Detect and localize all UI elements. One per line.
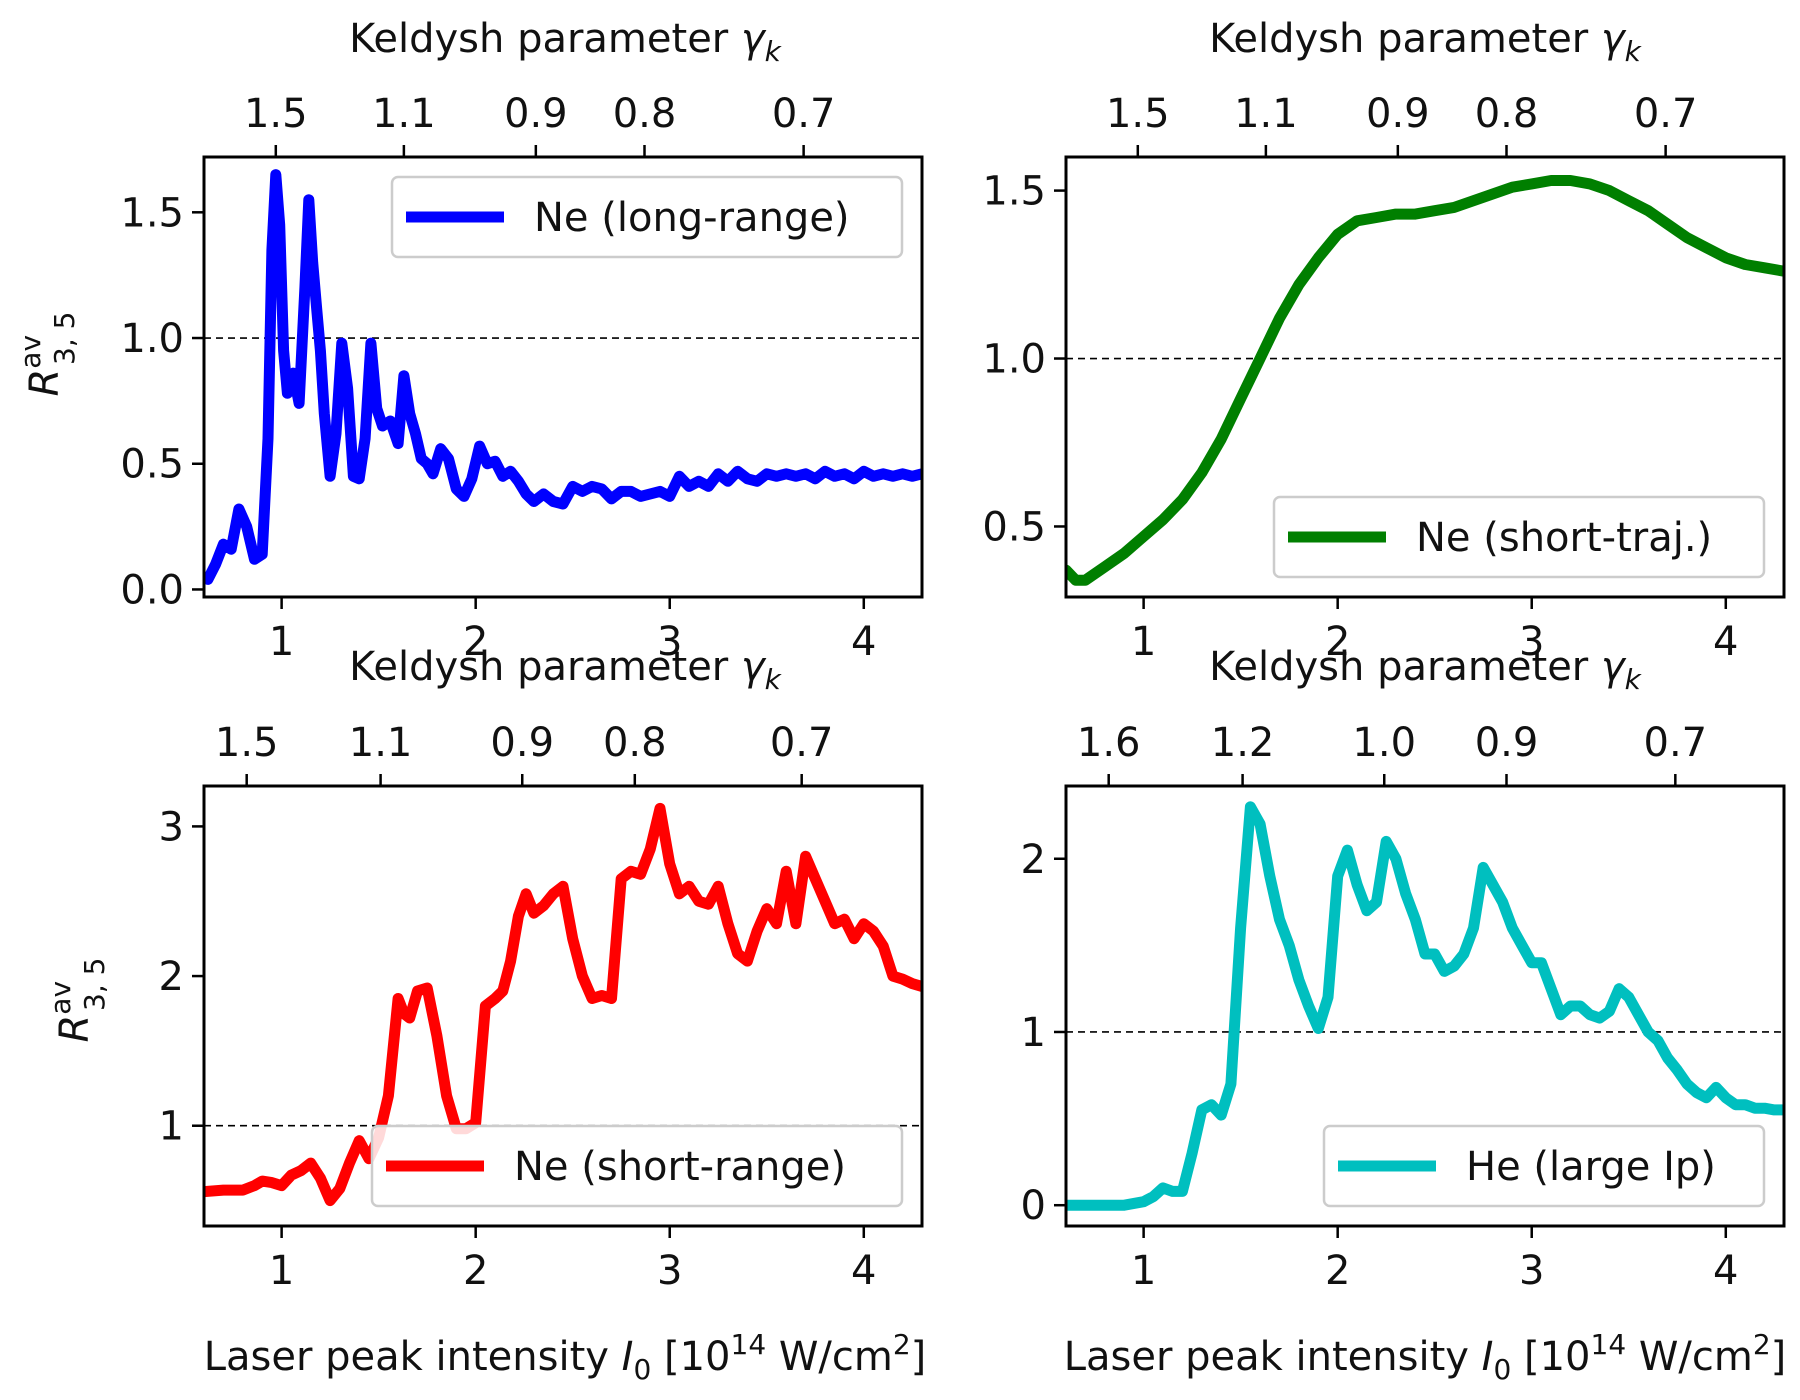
legend-label: Ne (short-range) (514, 1144, 846, 1190)
top-tick-label: 1.1 (1234, 91, 1298, 137)
top-tick-label: 0.8 (1475, 91, 1539, 137)
top-tick-label: 1.1 (349, 720, 413, 766)
x-tick-label: 4 (851, 619, 876, 665)
top-tick-label: 0.9 (1475, 720, 1539, 766)
y-tick-label: 0 (1021, 1183, 1046, 1229)
legend-box (390, 175, 904, 259)
x-tick-label: 3 (1519, 1248, 1544, 1294)
y-tick-label: 1.0 (982, 337, 1046, 383)
legend-label: Ne (short-traj.) (1416, 515, 1712, 561)
y-tick-label: 2 (1021, 837, 1046, 883)
legend-label: He (large Ip) (1466, 1144, 1716, 1190)
axes-frame (1064, 155, 1786, 599)
ylabel-top-left: Rav3, 5 (14, 312, 81, 397)
panels: 1 2 3 4 0.0 0.5 1.0 1.5 1.5 1.1 0.9 0.8 0.7 Ne (long-… (120, 91, 1786, 1294)
panel-bottom-right: 1 2 3 4 0 1 2 1.6 1.2 1.0 0.9 0.7 He (large Ip) (1021, 720, 1786, 1294)
legend-label: Ne (long-range) (534, 195, 850, 241)
legend: Ne (long-range) (390, 175, 904, 259)
series-line (1066, 175, 1784, 586)
series-line (204, 169, 922, 585)
y-tick-label: 3 (159, 804, 184, 850)
axes-frame (202, 155, 924, 599)
ylabel-bottom-left: Rav3, 5 (44, 958, 111, 1043)
x-tick-label: 2 (463, 619, 488, 665)
x-tick-label: 2 (1325, 1248, 1350, 1294)
top-tick-label: 0.7 (1634, 91, 1698, 137)
y-tick-label: 1 (1021, 1010, 1046, 1056)
legend: Ne (short-traj.) (1272, 495, 1766, 579)
top-tick-label: 0.8 (613, 91, 677, 137)
x-tick-label: 2 (463, 1248, 488, 1294)
x-tick-label: 3 (657, 1248, 682, 1294)
x-tick-label: 1 (269, 1248, 294, 1294)
top-xlabel-bottom-left: Keldysh parameter γk (349, 644, 783, 696)
legend: Ne (short-range) (370, 1124, 904, 1208)
x-tick-label: 1 (1131, 619, 1156, 665)
top-tick-label: 0.9 (1366, 91, 1430, 137)
y-tick-label: 0.5 (982, 504, 1046, 550)
xlabel-bottom-right: Laser peak intensity I0 [1014 W/cm2] (1064, 1328, 1787, 1386)
top-tick-label: 0.7 (772, 91, 836, 137)
legend-box (1322, 1124, 1766, 1208)
panel-top-left: 1 2 3 4 0.0 0.5 1.0 1.5 1.5 1.1 0.9 0.8 0.7 Ne (long-… (120, 91, 924, 665)
top-tick-label: 0.8 (603, 720, 667, 766)
y-tick-label: 1.5 (982, 169, 1046, 215)
x-tick-label: 4 (1713, 619, 1738, 665)
xlabel-bottom-left: Laser peak intensity I0 [1014 W/cm2] (204, 1328, 927, 1386)
series-line (1066, 801, 1784, 1211)
y-tick-label: 2 (159, 954, 184, 1000)
x-tick-label: 3 (1519, 619, 1544, 665)
top-tick-label: 1.5 (244, 91, 308, 137)
y-tick-label: 1 (159, 1104, 184, 1150)
top-tick-label: 1.5 (1106, 91, 1170, 137)
y-tick-label: 1.0 (120, 316, 184, 362)
top-tick-label: 0.9 (504, 91, 568, 137)
top-xlabel-top-right: Keldysh parameter γk (1209, 16, 1643, 68)
y-tick-label: 1.5 (120, 190, 184, 236)
top-xlabel-top-left: Keldysh parameter γk (349, 16, 783, 68)
x-tick-label: 2 (1325, 619, 1350, 665)
top-tick-label: 1.1 (372, 91, 436, 137)
panel-bottom-left: 1 2 3 4 1 2 3 1.5 1.1 0.9 0.8 0.7 Ne (short-range) (159, 720, 924, 1294)
legend-box (370, 1124, 904, 1208)
top-tick-label: 0.7 (770, 720, 834, 766)
axes-frame (1064, 784, 1786, 1228)
legend: He (large Ip) (1322, 1124, 1766, 1208)
top-tick-label: 0.7 (1644, 720, 1708, 766)
y-tick-label: 0.5 (120, 442, 184, 488)
top-tick-label: 0.9 (490, 720, 554, 766)
top-tick-label: 1.0 (1352, 720, 1416, 766)
top-xlabel-bottom-right: Keldysh parameter γk (1209, 644, 1643, 696)
top-tick-label: 1.5 (215, 720, 279, 766)
x-tick-label: 1 (269, 619, 294, 665)
y-tick-label: 0.0 (120, 567, 184, 613)
x-tick-label: 4 (851, 1248, 876, 1294)
top-tick-label: 1.6 (1077, 720, 1141, 766)
x-tick-label: 1 (1131, 1248, 1156, 1294)
axes-frame (202, 784, 924, 1228)
top-tick-label: 1.2 (1211, 720, 1275, 766)
x-tick-label: 3 (657, 619, 682, 665)
x-tick-label: 4 (1713, 1248, 1738, 1294)
panel-top-right: 1 2 3 4 0.5 1.0 1.5 1.5 1.1 0.9 0.8 0.7 Ne (short-tr… (982, 91, 1786, 665)
legend-box (1272, 495, 1766, 579)
series-line (204, 802, 922, 1207)
